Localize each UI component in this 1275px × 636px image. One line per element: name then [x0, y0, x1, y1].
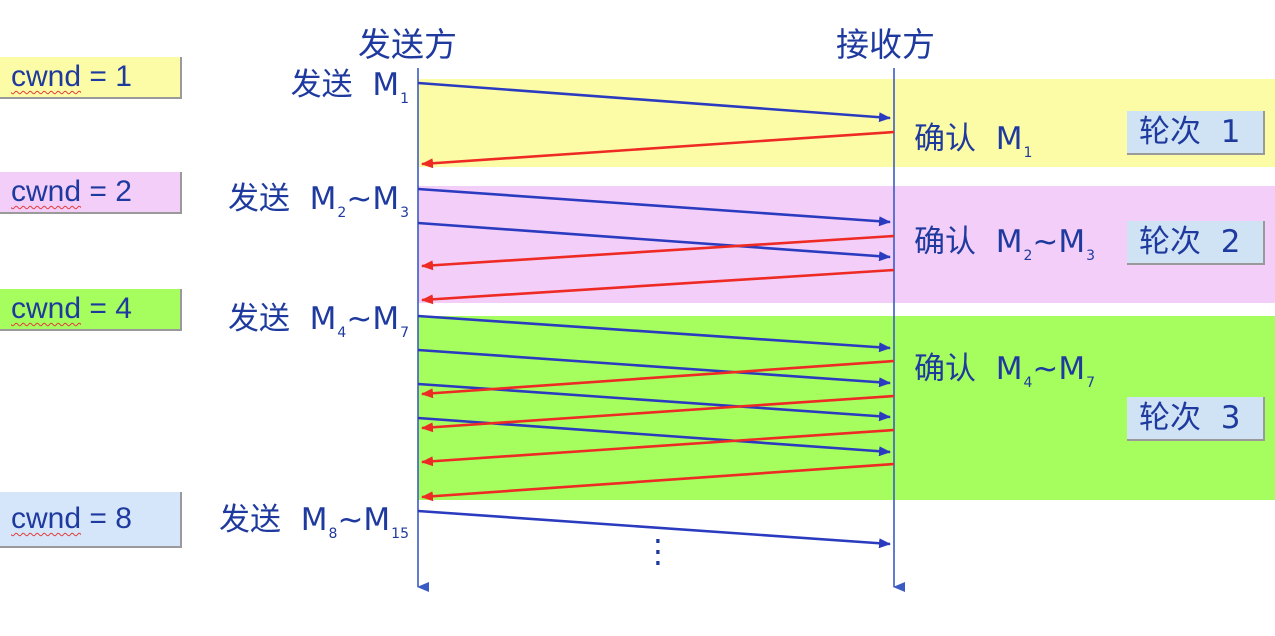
- send-sub: 7: [400, 325, 409, 341]
- round-word: 轮次: [1139, 114, 1201, 150]
- cwnd-keyword: cwnd: [11, 502, 82, 535]
- receiver-header: 接收方: [836, 25, 935, 64]
- round-number: 2: [1220, 224, 1241, 260]
- ellipsis: ⋮: [642, 532, 674, 570]
- cwnd-value: = 2: [81, 175, 132, 208]
- send-verb: 发送: [219, 502, 282, 538]
- sender-header: 发送方: [358, 25, 457, 64]
- cwnd-keyword: cwnd: [11, 292, 82, 325]
- send-sub: 4: [337, 325, 347, 341]
- send-m: ~M: [346, 301, 400, 337]
- cwnd-keyword: cwnd: [11, 60, 82, 93]
- cwnd-value: = 4: [81, 292, 132, 325]
- send-verb: 发送: [227, 301, 290, 337]
- round-box-3: 轮次 3: [1127, 397, 1265, 441]
- round-number: 1: [1220, 114, 1241, 150]
- send-sub: 3: [400, 205, 409, 221]
- ack-sub: 3: [1086, 248, 1096, 264]
- send-label-3: 发送 M4~M7: [228, 300, 409, 352]
- round-box-2: 轮次 2: [1127, 221, 1265, 265]
- cwnd-box-2: cwnd = 2: [0, 172, 182, 214]
- ack-sub: 7: [1086, 375, 1096, 391]
- send-arrow: [417, 81, 891, 123]
- ack-arrow: [421, 234, 895, 271]
- ack-sub: 2: [1023, 248, 1033, 264]
- send-label-2: 发送 M2~M3: [228, 180, 409, 232]
- round-word: 轮次: [1139, 224, 1201, 260]
- ack-verb: 确认: [914, 351, 976, 387]
- ack-arrow: [421, 130, 895, 169]
- send-m: M: [309, 181, 337, 217]
- send-sub: 1: [400, 91, 409, 107]
- send-sub: 8: [328, 526, 338, 542]
- send-arrow: [417, 187, 891, 227]
- round-number: 3: [1220, 400, 1241, 436]
- ack-arrow: [421, 394, 895, 433]
- ack-arrow: [421, 268, 895, 305]
- send-arrow: [417, 314, 891, 353]
- send-m: ~M: [346, 181, 400, 217]
- cwnd-box-3: cwnd = 4: [0, 289, 182, 331]
- ack-verb: 确认: [914, 121, 976, 157]
- ack-m: M: [995, 351, 1023, 387]
- ack-label-3: 确认 M4~M7: [914, 350, 1095, 402]
- round-box-1: 轮次 1: [1127, 111, 1265, 155]
- send-verb: 发送: [290, 67, 353, 103]
- send-arrow: [417, 348, 891, 388]
- send-label-1: 发送 M1: [291, 66, 409, 118]
- ack-arrow: [421, 359, 895, 399]
- send-arrow: [417, 221, 891, 262]
- send-label-4: 发送 M8~M15: [219, 501, 409, 553]
- round-word: 轮次: [1139, 400, 1201, 436]
- ack-sub: 4: [1023, 375, 1033, 391]
- send-m: M: [372, 67, 400, 103]
- cwnd-box-4: cwnd = 8: [0, 492, 182, 548]
- ack-m: M: [995, 224, 1023, 260]
- ack-verb: 确认: [914, 224, 976, 260]
- send-arrow: [417, 509, 891, 549]
- ack-m: ~M: [1032, 351, 1086, 387]
- send-sub: 15: [391, 526, 409, 542]
- cwnd-box-1: cwnd = 1: [0, 57, 182, 99]
- cwnd-keyword: cwnd: [11, 175, 82, 208]
- ack-label-1: 确认 M1: [914, 120, 1032, 172]
- send-m: M: [309, 301, 337, 337]
- ack-m: ~M: [1032, 224, 1086, 260]
- ack-arrow: [421, 462, 895, 502]
- ack-m: M: [995, 121, 1023, 157]
- send-m: M: [300, 502, 328, 538]
- send-sub: 2: [337, 205, 347, 221]
- cwnd-value: = 8: [81, 502, 132, 535]
- ack-sub: 1: [1023, 145, 1033, 161]
- cwnd-value: = 1: [81, 60, 132, 93]
- ack-label-2: 确认 M2~M3: [914, 223, 1095, 275]
- send-verb: 发送: [227, 181, 290, 217]
- send-m: ~M: [337, 502, 391, 538]
- ack-arrow: [421, 428, 895, 467]
